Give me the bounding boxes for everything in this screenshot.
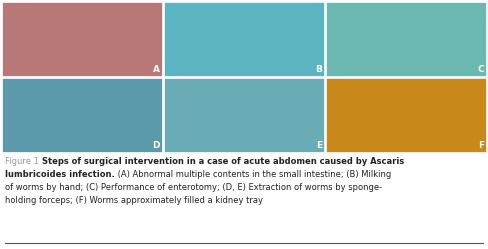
Text: of worms by hand; (C) Performance of enterotomy; (D, E) Extraction of worms by s: of worms by hand; (C) Performance of ent… xyxy=(5,183,382,192)
Text: C: C xyxy=(477,65,484,74)
Bar xyxy=(326,78,486,152)
Text: (A) Abnormal multiple contents in the small intestine; (B) Milking: (A) Abnormal multiple contents in the sm… xyxy=(115,170,391,179)
Text: D: D xyxy=(152,141,160,150)
Bar xyxy=(326,2,486,76)
Text: F: F xyxy=(478,141,484,150)
Text: B: B xyxy=(315,65,322,74)
Bar xyxy=(2,2,162,76)
Text: holding forceps; (F) Worms approximately filled a kidney tray: holding forceps; (F) Worms approximately… xyxy=(5,196,263,205)
Bar xyxy=(164,78,324,152)
Bar xyxy=(164,2,324,76)
Bar xyxy=(2,78,162,152)
Text: E: E xyxy=(316,141,322,150)
Text: lumbricoides infection.: lumbricoides infection. xyxy=(5,170,115,179)
Text: Figure 1: Figure 1 xyxy=(5,157,41,166)
Text: A: A xyxy=(153,65,160,74)
Text: Steps of surgical intervention in a case of acute abdomen caused by Ascaris: Steps of surgical intervention in a case… xyxy=(41,157,404,166)
